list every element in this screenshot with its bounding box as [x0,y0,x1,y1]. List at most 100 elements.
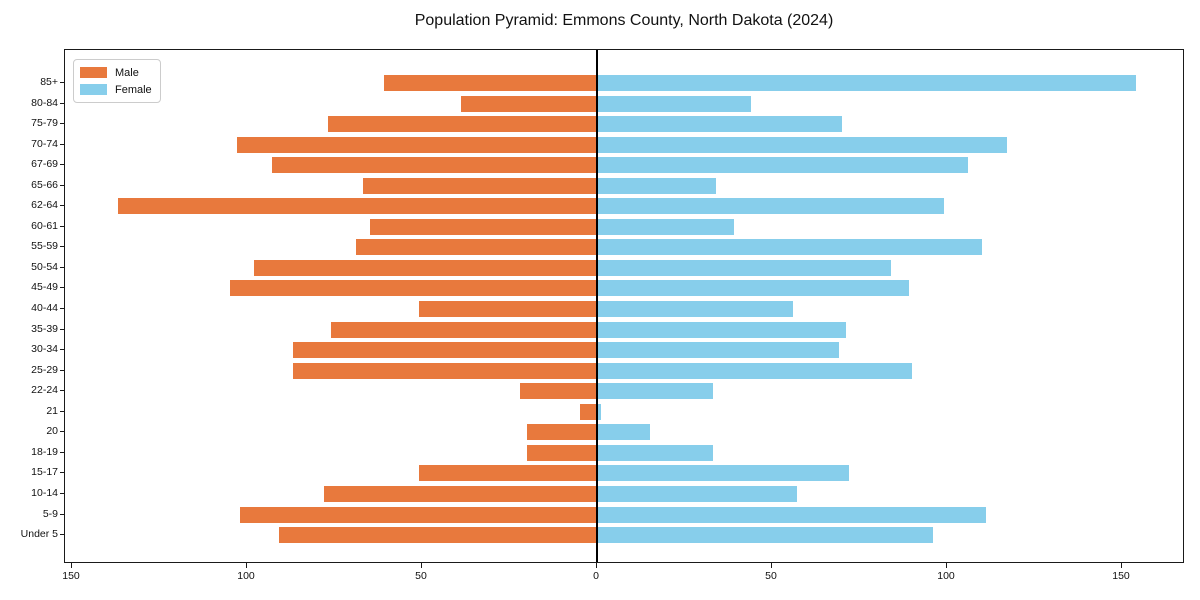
female-bar [597,342,839,359]
x-axis-tick-label: 150 [1112,570,1130,582]
female-bar [597,259,891,276]
y-axis-tick [60,472,64,474]
male-bar [383,74,597,91]
female-bar [597,177,716,194]
y-axis-label: 60-61 [31,219,58,232]
male-swatch [80,67,107,78]
x-axis-tick [596,563,597,568]
male-bar [579,403,597,420]
male-bar [236,136,597,153]
male-bar [527,444,597,461]
y-axis-label: 5-9 [42,507,58,520]
male-bar [460,95,597,112]
y-axis-label: 18-19 [31,445,58,458]
male-bar [229,280,597,297]
female-bar [597,301,793,318]
male-bar [418,465,597,482]
x-axis-tick [421,563,422,568]
female-bar [597,383,713,400]
y-axis-label: 62-64 [31,199,58,212]
female-bar [597,157,968,174]
x-axis-tick [1121,563,1122,568]
y-axis-tick [60,431,64,433]
female-swatch [80,84,107,95]
female-bar [597,362,912,379]
y-axis-tick [60,513,64,515]
y-axis-tick [60,123,64,125]
y-axis-label: 35-39 [31,322,58,335]
female-bar [597,198,944,215]
legend-entry-female: Female [80,84,154,96]
y-axis-label: 45-49 [31,281,58,294]
y-axis-tick [60,143,64,145]
y-axis-label: 21 [46,404,58,417]
y-axis-tick [60,534,64,536]
female-bar [597,424,650,441]
female-bar [597,116,842,133]
legend: Male Female [73,59,161,103]
y-axis-tick [60,328,64,330]
y-axis-tick [60,225,64,227]
y-axis-tick [60,246,64,248]
y-axis-tick [60,287,64,289]
x-axis-tick-label: 100 [937,570,955,582]
male-bar [327,116,597,133]
female-bar [597,239,982,256]
y-axis-tick [60,164,64,166]
y-axis-label: 50-54 [31,260,58,273]
female-bar [597,465,849,482]
y-axis-tick [60,349,64,351]
x-axis-tick-label: 150 [62,570,80,582]
male-bar [527,424,597,441]
x-axis-tick [771,563,772,568]
y-axis-tick [60,308,64,310]
y-axis-tick [60,492,64,494]
male-bar [520,383,597,400]
male-bar [292,362,597,379]
female-bar [597,527,933,544]
male-bar [331,321,597,338]
y-axis-label: 85+ [40,75,58,88]
zero-axis-line [596,50,598,562]
male-bar [271,157,597,174]
y-axis-tick [60,390,64,392]
male-bar [418,301,597,318]
female-bar [597,506,986,523]
male-bar [369,218,597,235]
x-axis-tick [246,563,247,568]
plot-area: Male Female [64,49,1184,563]
male-bar [362,177,597,194]
male-bar [117,198,597,215]
y-axis-label: 70-74 [31,137,58,150]
female-bar [597,444,713,461]
x-axis-tick-label: 50 [415,570,427,582]
y-axis-label: 65-66 [31,178,58,191]
x-axis-tick-label: 0 [593,570,599,582]
female-bar [597,136,1007,153]
y-axis-label: 40-44 [31,302,58,315]
y-axis-tick [60,81,64,83]
male-bar [240,506,597,523]
male-bar [292,342,597,359]
male-bar [324,485,597,502]
female-bar [597,321,846,338]
y-axis-tick [60,451,64,453]
y-axis-tick [60,266,64,268]
y-axis-label: 25-29 [31,363,58,376]
y-axis-label: 22-24 [31,384,58,397]
female-bar [597,280,909,297]
female-bar [597,95,751,112]
male-bar [355,239,597,256]
y-axis-tick [60,410,64,412]
y-axis-tick [60,369,64,371]
y-axis-label: 10-14 [31,486,58,499]
y-axis-label: 20 [46,425,58,438]
legend-female-label: Female [115,83,152,96]
y-axis-label: 55-59 [31,240,58,253]
y-axis-label: Under 5 [20,528,58,541]
female-bar [597,403,601,420]
y-axis-label: 67-69 [31,158,58,171]
x-axis-tick-label: 100 [237,570,255,582]
legend-male-label: Male [115,66,139,79]
